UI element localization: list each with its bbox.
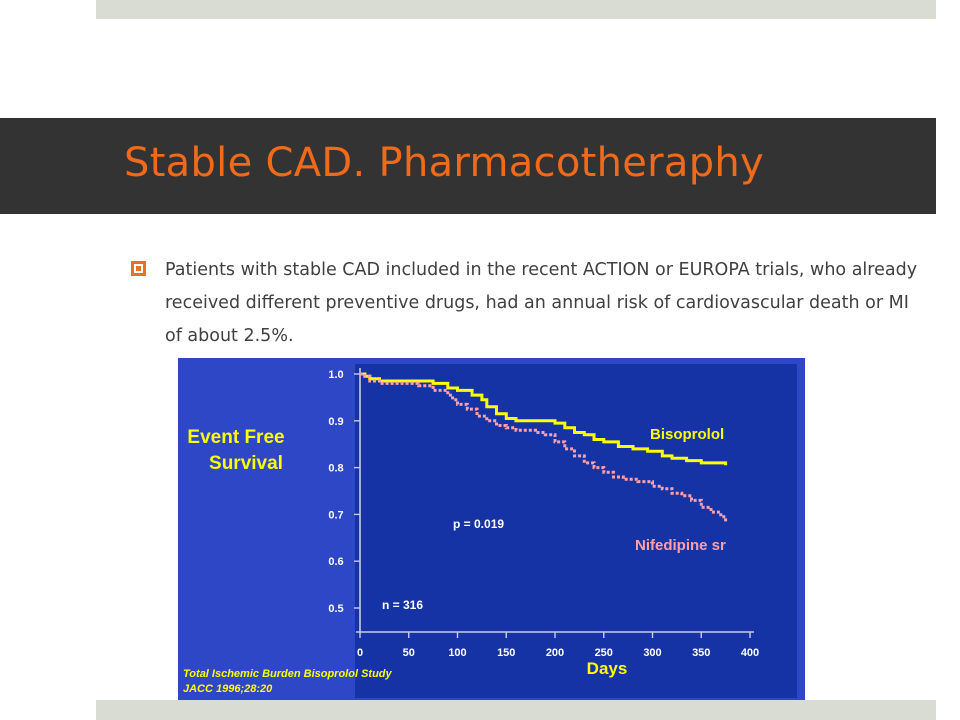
x-tick-label: 200 bbox=[546, 647, 564, 659]
n-annotation: n = 316 bbox=[382, 598, 423, 612]
square-bullet-icon bbox=[131, 261, 146, 276]
x-tick-label: 100 bbox=[448, 647, 466, 659]
x-tick-label: 0 bbox=[357, 647, 363, 659]
x-tick-label: 250 bbox=[595, 647, 613, 659]
source-line-1: Total Ischemic Burden Bisoprolol Study bbox=[183, 668, 393, 680]
y-axis-label-line1: Event Free bbox=[187, 427, 284, 448]
x-axis-label: Days bbox=[587, 659, 628, 678]
y-tick-label: 1.0 bbox=[328, 369, 343, 381]
x-tick-label: 300 bbox=[643, 647, 661, 659]
bullet-text: Patients with stable CAD included in the… bbox=[165, 260, 918, 346]
top-accent-bar bbox=[96, 0, 936, 19]
x-tick-label: 50 bbox=[403, 647, 415, 659]
slide-title: Stable CAD. Pharmacotheraphy bbox=[124, 140, 765, 186]
p-value-annotation: p = 0.019 bbox=[453, 517, 504, 531]
x-tick-label: 400 bbox=[741, 647, 759, 659]
x-tick-label: 150 bbox=[497, 647, 515, 659]
y-tick-label: 0.5 bbox=[328, 603, 343, 615]
y-axis-label-line2: Survival bbox=[209, 453, 283, 474]
source-line-2: JACC 1996;28:20 bbox=[183, 683, 273, 695]
plot-area-bg bbox=[355, 364, 797, 698]
bottom-accent-bar bbox=[96, 700, 936, 720]
y-tick-label: 0.6 bbox=[328, 556, 343, 568]
title-band bbox=[0, 118, 936, 214]
x-tick-label: 350 bbox=[692, 647, 710, 659]
survival-chart: Event Free Survival Days p = 0.019 n = 3… bbox=[183, 364, 797, 698]
survival-figure: Event Free Survival Days p = 0.019 n = 3… bbox=[178, 358, 805, 705]
nifedipine-survival-line bbox=[360, 372, 728, 522]
series-label-nifedipine: Nifedipine sr bbox=[635, 537, 726, 554]
bisoprolol-survival-line bbox=[360, 372, 728, 466]
y-tick-label: 0.8 bbox=[328, 463, 343, 475]
y-tick-label: 0.7 bbox=[328, 509, 343, 521]
y-tick-label: 0.9 bbox=[328, 416, 343, 428]
series-label-bisoprolol: Bisoprolol bbox=[650, 426, 724, 443]
